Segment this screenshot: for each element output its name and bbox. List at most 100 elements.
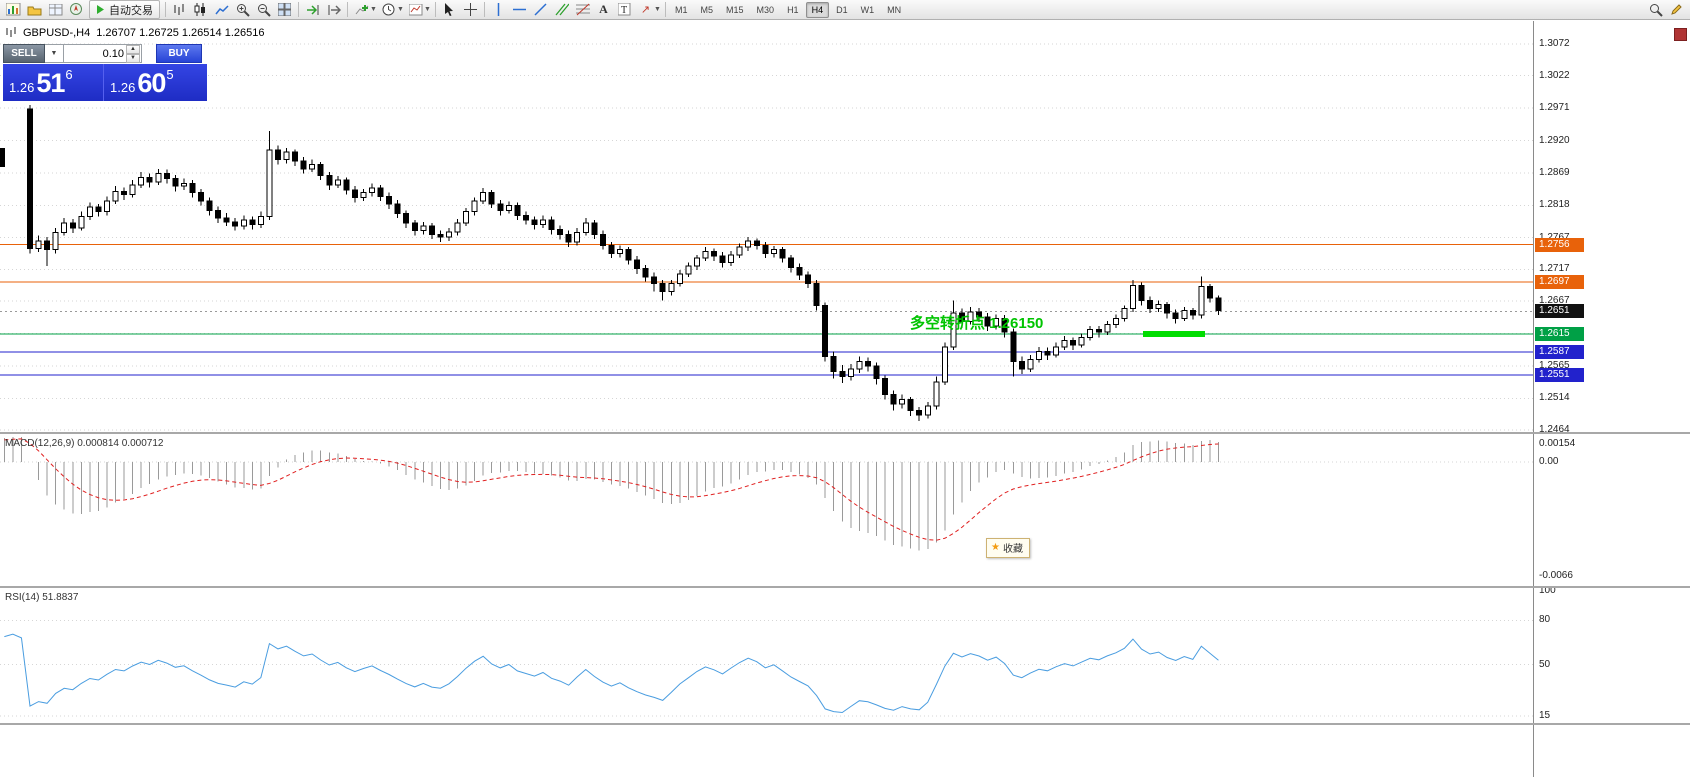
bar-chart-icon[interactable] xyxy=(169,1,190,18)
volume-dropdown[interactable]: ▼ xyxy=(45,44,64,63)
candlestick-chart-icon[interactable] xyxy=(190,1,211,18)
profiles-icon[interactable] xyxy=(24,1,45,18)
market-watch-icon[interactable] xyxy=(45,1,66,18)
rsi-value: 51.8837 xyxy=(42,592,79,603)
vertical-line-icon[interactable] xyxy=(488,1,509,18)
templates-dropdown-arrow[interactable]: ▼ xyxy=(424,6,431,13)
ask-price-button[interactable]: 1.26 60 5 xyxy=(104,64,207,101)
bid-main: 51 xyxy=(36,68,65,98)
new-chart-icon[interactable] xyxy=(3,1,24,18)
panel-splitter[interactable] xyxy=(0,723,1690,725)
sell-button[interactable]: SELL xyxy=(3,44,45,63)
fibonacci-icon[interactable] xyxy=(572,1,593,18)
macd-values: 0.000814 0.000712 xyxy=(77,438,164,449)
favorite-label: 收藏 xyxy=(1002,544,1023,555)
favorite-badge[interactable]: ★ 收藏 xyxy=(986,538,1030,558)
price-tag: 1.2697 xyxy=(1535,275,1584,290)
macd-axis-label: 0.00 xyxy=(1539,456,1559,467)
crosshair-icon[interactable] xyxy=(460,1,481,18)
horizontal-line-icon[interactable] xyxy=(509,1,530,18)
ask-main: 60 xyxy=(137,68,166,98)
price-axis[interactable]: 1.3072 1.3022 1.2971 1.2920 1.2869 1.2818 1.27… xyxy=(1533,21,1690,777)
toolbar-separator xyxy=(484,2,485,17)
timeframe-m15[interactable]: M15 xyxy=(726,4,744,15)
bid-pip: 6 xyxy=(65,67,73,82)
ask-prefix: 1.26 xyxy=(110,80,136,95)
axis-price-label: 1.2464 xyxy=(1539,424,1570,435)
autotrading-label: 自动交易 xyxy=(109,4,153,17)
bid-prefix: 1.26 xyxy=(9,80,35,95)
turning-point-annotation[interactable]: 多空转折点 1.26150 xyxy=(910,315,1044,332)
navigator-icon[interactable] xyxy=(66,1,87,18)
axis-price-label: 1.2667 xyxy=(1539,295,1570,307)
price-tag: 1.2756 xyxy=(1535,237,1584,252)
axis-price-label: 1.2869 xyxy=(1539,166,1570,178)
volume-down-button[interactable]: ▼ xyxy=(126,53,140,63)
chart-window: GBPUSD-,H4 1.26707 1.26725 1.26514 1.265… xyxy=(0,21,1690,777)
timeframe-m5[interactable]: M5 xyxy=(700,4,714,15)
templates-icon[interactable] xyxy=(405,1,426,18)
highlight-segment[interactable] xyxy=(1143,331,1205,338)
arrows-icon[interactable]: ↗ xyxy=(640,4,651,16)
timeframe-w1[interactable]: W1 xyxy=(860,4,875,15)
price-tag: 1.2615 xyxy=(1535,327,1584,342)
timeframe-mn[interactable]: MN xyxy=(887,4,902,15)
axis-price-label: 1.2717 xyxy=(1539,263,1570,275)
macd-canvas[interactable] xyxy=(0,436,1533,586)
chart-icon xyxy=(5,26,17,40)
axis-price-label: 1.3022 xyxy=(1539,69,1570,81)
ask-pip: 5 xyxy=(166,67,174,82)
text-label-icon[interactable]: T xyxy=(614,1,635,18)
cursor-icon[interactable] xyxy=(439,1,460,18)
axis-price-label: 1.2920 xyxy=(1539,134,1570,146)
price-tag: 1.2651 xyxy=(1535,304,1584,319)
chart-shift-icon[interactable] xyxy=(323,1,344,18)
chart-title: GBPUSD-,H4 1.26707 1.26725 1.26514 1.265… xyxy=(5,26,264,40)
autotrading-button[interactable]: 自动交易 xyxy=(89,0,160,19)
volume-input[interactable] xyxy=(64,47,126,60)
edit-icon[interactable] xyxy=(1666,1,1687,18)
panel-splitter[interactable] xyxy=(0,586,1690,588)
timeframe-h4[interactable]: H4 xyxy=(805,1,830,18)
axis-price-label: 1.2514 xyxy=(1539,392,1570,404)
timeframe-h1[interactable]: H1 xyxy=(787,4,799,15)
ea-status-icon xyxy=(1674,28,1687,41)
arrows-dropdown-arrow[interactable]: ▼ xyxy=(654,6,661,13)
bid-price-button[interactable]: 1.26 51 6 xyxy=(3,64,104,101)
volume-up-button[interactable]: ▲ xyxy=(126,44,140,54)
equidistant-channel-icon[interactable] xyxy=(551,1,572,18)
timeframe-m1[interactable]: M1 xyxy=(675,4,688,15)
periods-dropdown-arrow[interactable]: ▼ xyxy=(397,6,404,13)
periods-icon[interactable] xyxy=(378,1,399,18)
panel-splitter[interactable] xyxy=(0,432,1690,434)
timeframe-d1[interactable]: D1 xyxy=(836,4,848,15)
volume-field: ▲ ▼ xyxy=(64,44,142,63)
one-click-trading-panel: SELL ▼ ▲ ▼ BUY 1.26 51 6 1.26 60 5 xyxy=(3,44,208,101)
axis-price-label: 1.3072 xyxy=(1539,38,1570,49)
zoom-in-icon[interactable] xyxy=(232,1,253,18)
text-icon[interactable]: A xyxy=(599,2,608,16)
axis-price-label: 1.2818 xyxy=(1539,199,1570,211)
line-chart-icon[interactable] xyxy=(211,1,232,18)
main-chart-canvas[interactable] xyxy=(0,21,1533,432)
zoom-out-icon[interactable] xyxy=(253,1,274,18)
indicators-icon[interactable] xyxy=(351,1,372,18)
macd-label: MACD(12,26,9) 0.000814 0.000712 xyxy=(5,438,163,449)
buy-button[interactable]: BUY xyxy=(156,44,202,63)
rsi-name: RSI(14) xyxy=(5,592,40,603)
indicators-dropdown-arrow[interactable]: ▼ xyxy=(370,6,377,13)
axis-price-label: 1.2767 xyxy=(1539,232,1570,243)
price-tag: 1.2551 xyxy=(1535,367,1584,382)
tile-windows-icon[interactable] xyxy=(274,1,295,18)
trendline-icon[interactable] xyxy=(530,1,551,18)
rsi-axis-label: 15 xyxy=(1539,709,1551,721)
timeframe-m30[interactable]: M30 xyxy=(756,4,775,15)
star-icon: ★ xyxy=(991,542,1000,553)
search-icon[interactable] xyxy=(1645,1,1666,18)
macd-name: MACD(12,26,9) xyxy=(5,438,75,449)
auto-scroll-icon[interactable] xyxy=(302,1,323,18)
rsi-canvas[interactable] xyxy=(0,590,1533,723)
rsi-axis-label: 50 xyxy=(1539,658,1551,670)
play-icon xyxy=(97,5,104,14)
ohlc-values: 1.26707 1.26725 1.26514 1.26516 xyxy=(96,27,265,39)
